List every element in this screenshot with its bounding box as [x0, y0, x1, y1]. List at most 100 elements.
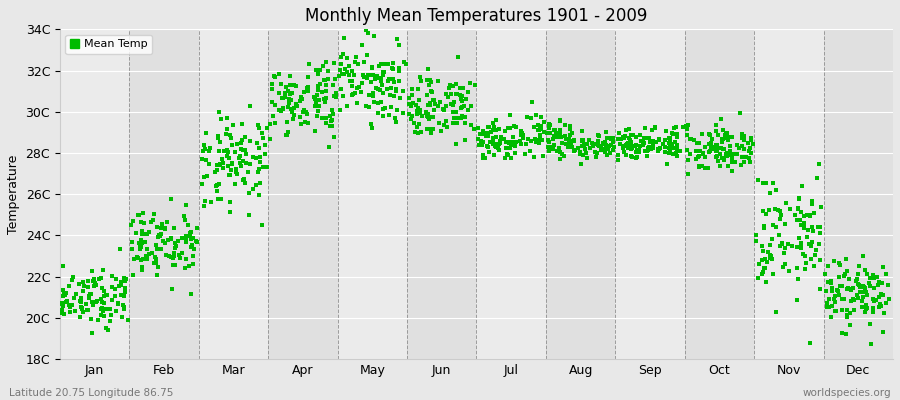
Point — [568, 146, 582, 153]
Point — [309, 100, 323, 106]
Point — [311, 71, 326, 77]
Point — [453, 92, 467, 98]
Point — [692, 139, 706, 146]
Point — [320, 68, 335, 74]
Point — [755, 257, 770, 264]
Point — [185, 235, 200, 242]
Point — [210, 166, 224, 173]
Point — [421, 116, 436, 122]
Point — [389, 119, 403, 125]
Point — [625, 132, 639, 138]
Point — [405, 112, 419, 119]
Point — [164, 236, 178, 242]
Point — [812, 241, 826, 247]
Point — [632, 147, 646, 153]
Point — [251, 169, 266, 175]
Point — [491, 144, 505, 151]
Point — [698, 154, 712, 161]
Point — [574, 161, 589, 167]
Point — [604, 142, 618, 148]
Point — [56, 293, 70, 300]
Point — [582, 145, 597, 151]
Point — [742, 155, 757, 161]
Point — [557, 153, 572, 159]
Point — [396, 88, 410, 94]
Point — [457, 103, 472, 109]
Point — [301, 87, 315, 93]
Point — [198, 145, 212, 152]
Point — [481, 142, 495, 149]
Point — [742, 144, 757, 151]
Point — [386, 76, 400, 82]
Point — [448, 109, 463, 116]
Point — [490, 140, 504, 147]
Point — [759, 180, 773, 186]
Point — [355, 42, 369, 48]
Point — [293, 94, 308, 100]
Point — [479, 132, 493, 138]
Point — [790, 217, 805, 224]
Point — [652, 146, 666, 153]
Point — [656, 140, 670, 147]
Point — [724, 148, 738, 154]
Point — [362, 92, 376, 98]
Point — [727, 159, 742, 165]
Point — [308, 103, 322, 109]
Point — [500, 139, 514, 145]
Point — [708, 148, 723, 154]
Point — [184, 228, 198, 235]
Point — [235, 137, 249, 144]
Point — [113, 246, 128, 253]
Point — [410, 108, 425, 114]
Point — [140, 254, 154, 261]
Point — [806, 263, 821, 270]
Point — [629, 147, 643, 154]
Point — [778, 200, 793, 206]
Point — [402, 101, 417, 107]
Point — [436, 122, 451, 128]
Point — [185, 253, 200, 260]
Point — [55, 299, 69, 306]
Point — [531, 137, 545, 143]
Point — [337, 71, 351, 77]
Point — [411, 96, 426, 103]
Point — [164, 196, 178, 202]
Point — [572, 149, 587, 156]
Point — [443, 82, 457, 88]
Point — [651, 146, 665, 153]
Point — [284, 96, 298, 103]
Point — [755, 269, 770, 276]
Point — [231, 155, 246, 162]
Point — [769, 187, 783, 194]
Point — [662, 135, 677, 142]
Point — [283, 82, 297, 88]
Point — [589, 153, 603, 160]
Point — [868, 297, 883, 303]
Point — [202, 145, 217, 151]
Point — [167, 245, 182, 251]
Point — [633, 132, 647, 138]
Point — [854, 298, 868, 304]
Point — [113, 278, 128, 285]
Point — [830, 287, 844, 293]
Point — [99, 325, 113, 332]
Point — [858, 285, 872, 292]
Point — [486, 137, 500, 143]
Point — [758, 265, 772, 272]
Point — [455, 113, 470, 119]
Point — [593, 142, 608, 149]
Point — [148, 242, 163, 248]
Point — [236, 146, 250, 153]
Point — [365, 72, 380, 78]
Point — [423, 88, 437, 94]
Point — [819, 288, 833, 294]
Point — [855, 304, 869, 310]
Point — [824, 278, 838, 284]
Point — [637, 125, 652, 132]
Point — [851, 263, 866, 270]
Point — [172, 252, 186, 258]
Point — [139, 238, 153, 245]
Point — [481, 144, 495, 150]
Point — [543, 144, 557, 150]
Point — [645, 138, 660, 144]
